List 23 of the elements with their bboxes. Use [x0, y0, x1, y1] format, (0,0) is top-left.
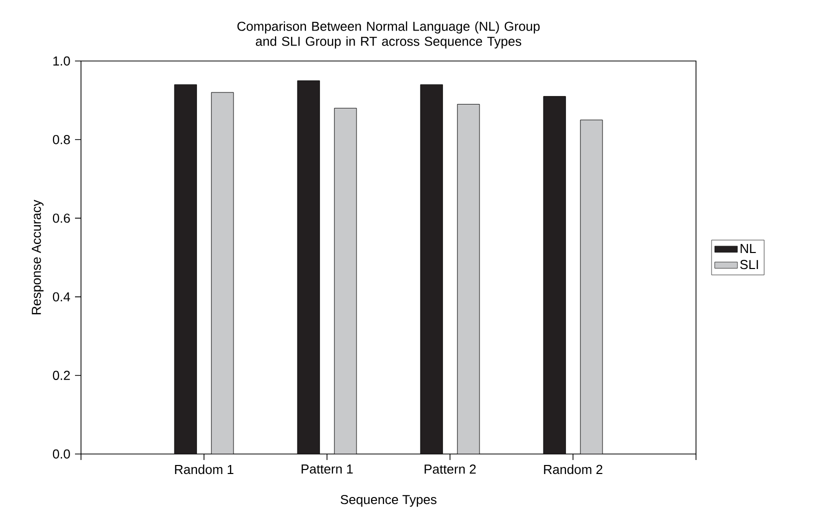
chart-title: Comparison Between Normal Language (NL) Group and SLI Group in RT across Sequence Types [237, 21, 540, 48]
bar [297, 80, 320, 454]
x-tick-label: Random 2 [544, 464, 602, 474]
bar [457, 104, 480, 454]
y-tick-label: 1.0 [53, 56, 70, 66]
bar [211, 92, 234, 454]
x-tick-label: Random 1 [175, 464, 234, 474]
y-tick-label: 0.4 [52, 292, 70, 302]
legend-label: SLI [740, 260, 758, 270]
y-tick-label: 0.6 [52, 214, 70, 223]
bar [420, 84, 443, 454]
bar [543, 96, 566, 454]
y-tick-label: 0.0 [52, 449, 70, 459]
bar [334, 108, 357, 454]
y-tick-label: 0.8 [52, 134, 70, 144]
x-axis-title: Sequence Types [340, 494, 436, 507]
x-tick-label: Pattern 1 [302, 464, 353, 474]
bar [174, 84, 197, 454]
y-tick-label: 0.2 [52, 370, 70, 380]
y-axis-title: Response Accuracy [32, 200, 44, 314]
bar [580, 120, 603, 454]
x-tick-label: Pattern 2 [424, 464, 476, 474]
legend-label: NL [740, 244, 756, 253]
